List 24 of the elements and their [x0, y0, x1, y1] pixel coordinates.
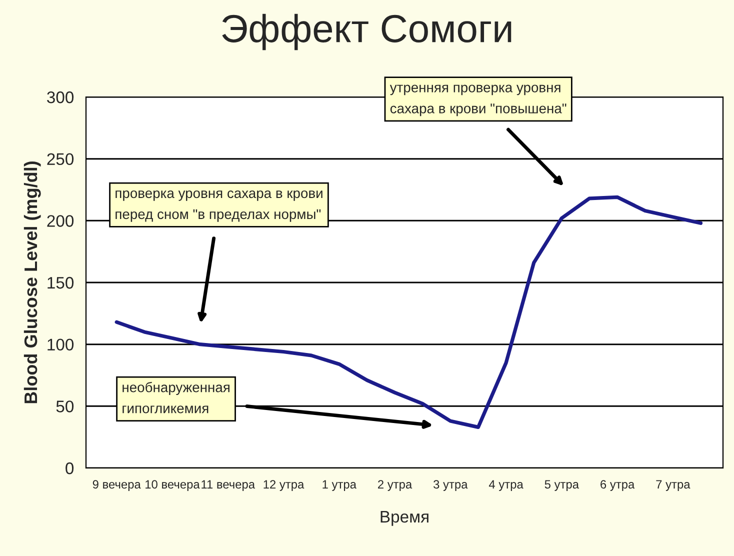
x-tick-label: 2 утра	[378, 480, 412, 491]
y-tick-label: 250	[47, 153, 74, 166]
x-tick-label: 7 утра	[656, 480, 690, 491]
x-tick-label: 10 вечера	[146, 480, 200, 491]
y-tick-label: 200	[47, 215, 74, 227]
x-tick-label: 3 утра	[434, 480, 468, 491]
x-tick-label: 4 утра	[488, 480, 524, 491]
x-tick-label: 12 утра	[264, 480, 304, 491]
x-tick-label: 9 вечера	[92, 480, 141, 491]
chart-title: Эффект Сомоги	[222, 14, 512, 50]
y-tick-label: 150	[48, 276, 74, 289]
annotation: утренняя проверка уровня сахара в крови "повышена"	[390, 84, 566, 116]
annotation: необнаруженная гипогликемия	[122, 382, 230, 414]
y-axis-title: Blood Glucose Level (mg/dl)	[24, 162, 41, 404]
annotation: проверка уровня сахара в крови перед сном "в пределах нормы"	[116, 190, 322, 222]
y-tick-label: 0	[66, 462, 74, 474]
x-tick-label: 6 утра	[600, 480, 635, 491]
x-tick-label: 1 утра	[322, 480, 356, 491]
x-tick-label: 11 вечера	[202, 480, 256, 491]
x-axis-title: Время	[380, 510, 428, 526]
y-tick-label: 100	[48, 338, 74, 351]
y-tick-label: 50	[56, 400, 74, 412]
y-tick-label: 300	[47, 91, 74, 104]
x-tick-label: 5 утра	[544, 480, 580, 491]
